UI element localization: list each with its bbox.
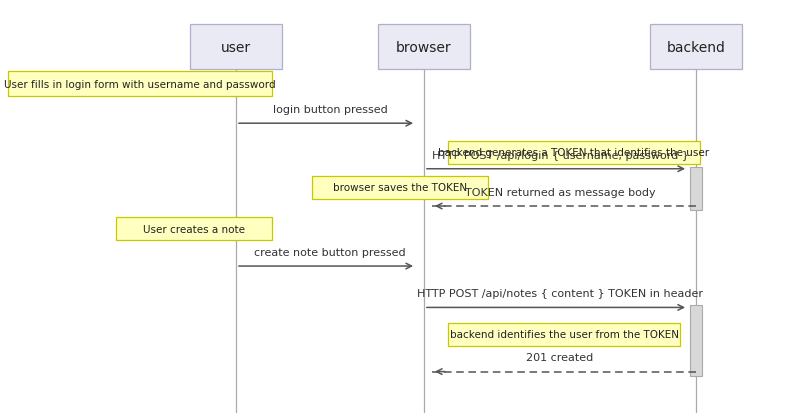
FancyBboxPatch shape — [8, 72, 272, 97]
FancyBboxPatch shape — [312, 176, 488, 199]
FancyBboxPatch shape — [690, 167, 702, 211]
Text: backend identifies the user from the TOKEN: backend identifies the user from the TOK… — [450, 330, 678, 339]
Text: login button pressed: login button pressed — [273, 105, 387, 115]
Text: TOKEN returned as message body: TOKEN returned as message body — [465, 188, 655, 197]
FancyBboxPatch shape — [378, 25, 470, 70]
FancyBboxPatch shape — [448, 323, 680, 346]
Text: User creates a note: User creates a note — [143, 224, 245, 234]
FancyBboxPatch shape — [690, 306, 702, 376]
FancyBboxPatch shape — [190, 25, 282, 70]
Text: 201 created: 201 created — [526, 353, 594, 363]
Text: backend generates a TOKEN that identifies the user: backend generates a TOKEN that identifie… — [438, 148, 710, 158]
Text: User fills in login form with username and password: User fills in login form with username a… — [4, 80, 276, 90]
FancyBboxPatch shape — [448, 141, 700, 164]
Text: backend: backend — [666, 40, 726, 55]
Text: user: user — [221, 40, 251, 55]
Text: HTTP POST /api/notes { content } TOKEN in header: HTTP POST /api/notes { content } TOKEN i… — [417, 289, 703, 299]
FancyBboxPatch shape — [116, 218, 272, 240]
Text: create note button pressed: create note button pressed — [254, 247, 406, 257]
Text: browser saves the TOKEN: browser saves the TOKEN — [333, 183, 467, 193]
Text: HTTP POST /api/login { username, password }: HTTP POST /api/login { username, passwor… — [431, 150, 689, 160]
FancyBboxPatch shape — [650, 25, 742, 70]
Text: browser: browser — [396, 40, 452, 55]
